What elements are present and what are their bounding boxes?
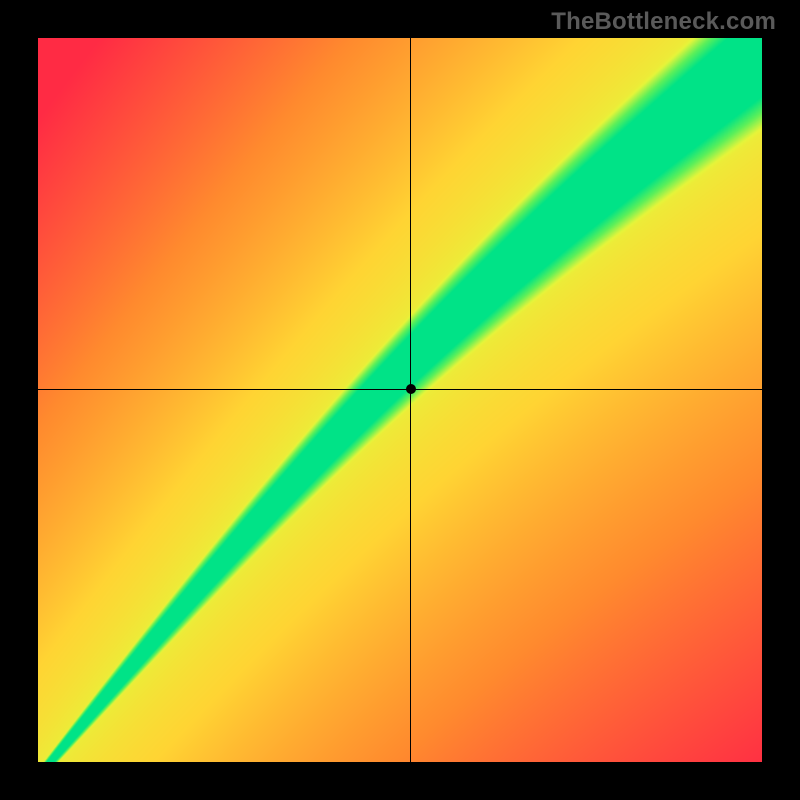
page: TheBottleneck.com [0, 0, 800, 800]
watermark-text: TheBottleneck.com [551, 8, 776, 36]
bottleneck-heatmap [38, 38, 762, 762]
heatmap-canvas [38, 38, 762, 762]
